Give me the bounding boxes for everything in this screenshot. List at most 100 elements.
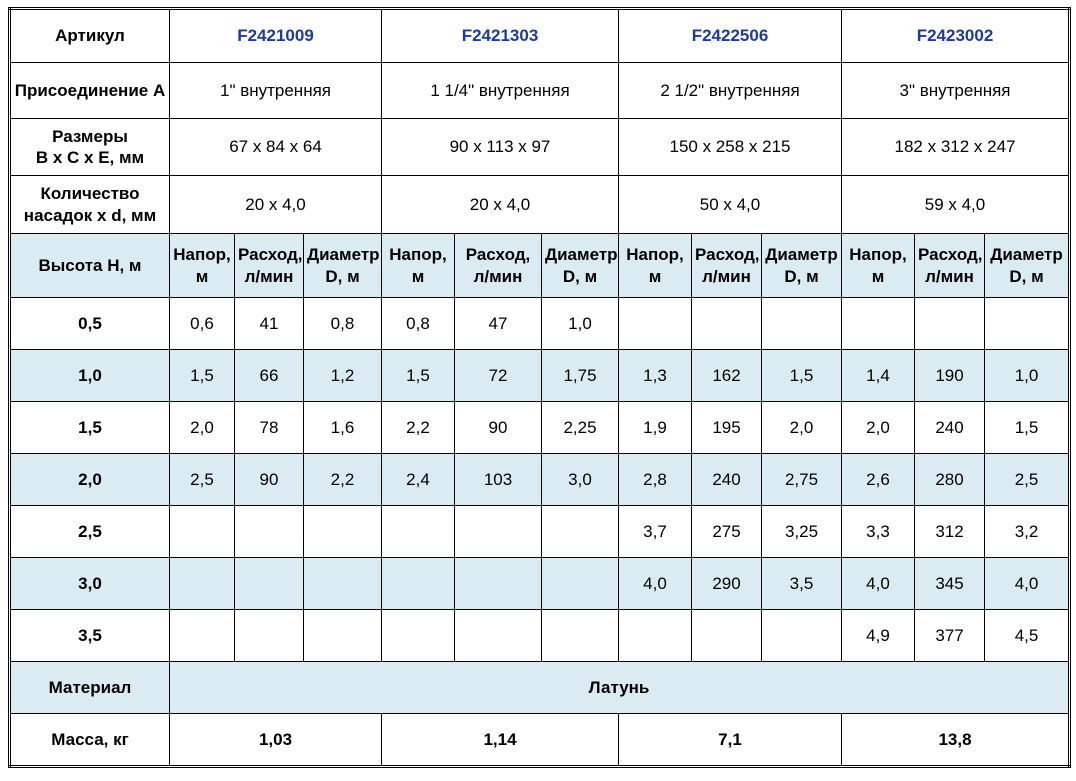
row-label-dimensions: Размеры В х С х Е, мм xyxy=(9,118,170,176)
col-header-diametr: Диаметр D, м xyxy=(983,233,1071,298)
data-cell: 3,25 xyxy=(761,505,842,558)
height-label: 3,5 xyxy=(9,609,170,662)
data-cell: 4,0 xyxy=(841,557,915,610)
data-cell xyxy=(303,557,382,610)
data-cell: 103 xyxy=(454,453,542,506)
data-cell xyxy=(381,505,455,558)
data-cell: 240 xyxy=(691,453,762,506)
connection-value: 3" внутренняя xyxy=(840,62,1071,119)
article-number[interactable]: F2422506 xyxy=(618,8,842,63)
connection-value: 1" внутренняя xyxy=(169,62,382,119)
row-label-connection: Присоединение А xyxy=(9,62,170,119)
article-number[interactable]: F2421303 xyxy=(381,8,619,63)
data-cell xyxy=(618,609,692,662)
data-cell: 2,0 xyxy=(761,401,842,454)
data-cell xyxy=(169,557,235,610)
dimensions-value: 67 х 84 х 64 xyxy=(169,118,382,176)
data-cell xyxy=(303,505,382,558)
data-cell: 2,4 xyxy=(381,453,455,506)
mass-value: 1,03 xyxy=(169,713,382,767)
material-value: Латунь xyxy=(168,661,1071,714)
data-cell: 1,75 xyxy=(541,349,619,402)
material-row: Материал Латунь xyxy=(9,661,1071,714)
dimensions-value: 150 х 258 х 215 xyxy=(618,118,842,176)
data-cell: 90 xyxy=(234,453,304,506)
col-header-napor: Напор, м xyxy=(169,233,235,298)
data-cell: 1,0 xyxy=(541,297,619,350)
data-cell: 240 xyxy=(914,401,985,454)
data-cell: 2,5 xyxy=(169,453,235,506)
data-cell xyxy=(169,505,235,558)
data-cell: 4,0 xyxy=(618,557,692,610)
data-cell xyxy=(234,557,304,610)
nozzle-count-row: Количество насадок х d, мм 20 х 4,0 20 х… xyxy=(9,175,1071,234)
article-number[interactable]: F2423002 xyxy=(840,8,1071,63)
col-header-rashod: Расход, л/мин xyxy=(234,233,304,298)
row-label-nozzles: Количество насадок х d, мм xyxy=(9,175,170,234)
col-header-napor: Напор, м xyxy=(618,233,692,298)
mass-value: 1,14 xyxy=(381,713,619,767)
table-row: 3,0 4,0 290 3,5 4,0 345 4,0 xyxy=(9,557,1071,610)
data-cell: 2,5 xyxy=(983,453,1071,506)
data-cell: 275 xyxy=(691,505,762,558)
col-header-rashod: Расход, л/мин xyxy=(914,233,985,298)
data-cell: 2,25 xyxy=(541,401,619,454)
data-cell: 345 xyxy=(914,557,985,610)
data-cell: 2,0 xyxy=(169,401,235,454)
data-cell: 1,3 xyxy=(618,349,692,402)
table-row: 3,5 4,9 377 4,5 xyxy=(9,609,1071,662)
data-cell: 1,4 xyxy=(841,349,915,402)
data-cell xyxy=(454,505,542,558)
nozzle-count-value: 20 х 4,0 xyxy=(169,175,382,234)
product-spec-table: Артикул F2421009 F2421303 F2422506 F2423… xyxy=(8,7,1072,768)
data-cell: 2,6 xyxy=(841,453,915,506)
data-cell xyxy=(983,297,1071,350)
data-cell: 4,5 xyxy=(983,609,1071,662)
data-cell: 0,6 xyxy=(169,297,235,350)
data-cell: 1,2 xyxy=(303,349,382,402)
data-cell: 1,5 xyxy=(381,349,455,402)
table-row: 2,0 2,5 90 2,2 2,4 103 3,0 2,8 240 2,75 … xyxy=(9,453,1071,506)
data-cell xyxy=(454,609,542,662)
data-cell: 47 xyxy=(454,297,542,350)
nozzle-count-value: 20 х 4,0 xyxy=(381,175,619,234)
data-cell: 1,6 xyxy=(303,401,382,454)
height-label: 1,0 xyxy=(9,349,170,402)
data-cell: 2,2 xyxy=(303,453,382,506)
data-cell xyxy=(454,557,542,610)
connection-value: 2 1/2" внутренняя xyxy=(618,62,842,119)
data-cell: 3,5 xyxy=(761,557,842,610)
data-cell: 4,9 xyxy=(841,609,915,662)
data-cell xyxy=(541,609,619,662)
height-label: 1,5 xyxy=(9,401,170,454)
data-cell xyxy=(541,505,619,558)
article-row: Артикул F2421009 F2421303 F2422506 F2423… xyxy=(9,8,1071,63)
data-cell: 162 xyxy=(691,349,762,402)
measure-header-row: Высота Н, м Напор, м Расход, л/мин Диаме… xyxy=(9,233,1071,298)
data-cell: 66 xyxy=(234,349,304,402)
data-cell xyxy=(691,609,762,662)
data-cell: 2,0 xyxy=(841,401,915,454)
data-cell: 1,5 xyxy=(983,401,1071,454)
col-header-rashod: Расход, л/мин xyxy=(454,233,542,298)
dimensions-value: 182 х 312 х 247 xyxy=(840,118,1071,176)
data-cell xyxy=(761,297,842,350)
article-number[interactable]: F2421009 xyxy=(169,8,382,63)
data-cell xyxy=(381,609,455,662)
data-cell xyxy=(761,609,842,662)
data-cell xyxy=(691,297,762,350)
table-row: 2,5 3,7 275 3,25 3,3 312 3,2 xyxy=(9,505,1071,558)
data-cell: 78 xyxy=(234,401,304,454)
dimensions-row: Размеры В х С х Е, мм 67 х 84 х 64 90 х … xyxy=(9,118,1071,176)
data-cell: 195 xyxy=(691,401,762,454)
row-label-mass: Масса, кг xyxy=(9,713,170,767)
col-header-napor: Напор, м xyxy=(841,233,915,298)
mass-value: 7,1 xyxy=(618,713,842,767)
col-header-rashod: Расход, л/мин xyxy=(691,233,762,298)
table-row: 0,5 0,6 41 0,8 0,8 47 1,0 xyxy=(9,297,1071,350)
data-cell: 41 xyxy=(234,297,304,350)
connection-row: Присоединение А 1" внутренняя 1 1/4" вну… xyxy=(9,62,1071,119)
mass-value: 13,8 xyxy=(840,713,1071,767)
data-cell: 2,2 xyxy=(381,401,455,454)
height-label: 0,5 xyxy=(9,297,170,350)
